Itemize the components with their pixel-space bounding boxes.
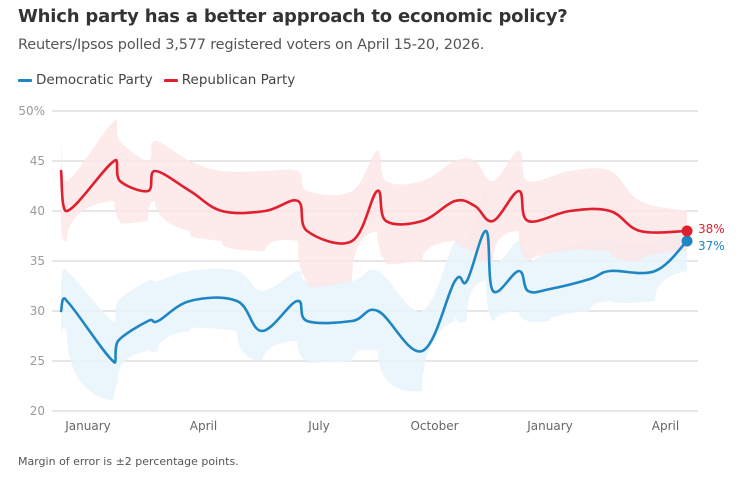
end-markers: 37%38% xyxy=(681,222,725,253)
x-tick-label: April xyxy=(190,419,217,433)
end-label-republican: 38% xyxy=(698,222,725,236)
confidence-band-republican xyxy=(61,119,688,288)
legend-swatch-democratic xyxy=(18,78,32,82)
footnote: Margin of error is ±2 percentage points. xyxy=(18,455,239,468)
legend: Democratic Party Republican Party xyxy=(18,72,306,88)
x-tick-label: January xyxy=(64,419,111,433)
series-lines xyxy=(59,158,689,364)
series-line-democratic xyxy=(59,229,689,364)
confidence-band-democratic xyxy=(61,190,688,404)
legend-label-democratic: Democratic Party xyxy=(36,72,153,88)
y-tick-label: 20 xyxy=(30,404,45,418)
x-tick-label: July xyxy=(307,419,330,433)
chart-subtitle: Reuters/Ipsos polled 3,577 registered vo… xyxy=(18,37,485,53)
chart-title: Which party has a better approach to eco… xyxy=(18,6,568,27)
confidence-bands xyxy=(61,119,688,404)
x-tick-label: April xyxy=(652,419,679,433)
y-tick-label: 40 xyxy=(30,204,45,218)
y-tick-label: 35 xyxy=(30,254,45,268)
x-tick-label: January xyxy=(526,419,573,433)
x-tick-label: October xyxy=(410,419,458,433)
y-tick-label: 30 xyxy=(30,304,45,318)
end-marker-republican[interactable] xyxy=(681,225,693,237)
legend-item-democratic[interactable]: Democratic Party xyxy=(18,72,153,88)
legend-swatch-republican xyxy=(163,78,178,82)
series-line-republican xyxy=(59,158,689,245)
x-axis-labels: January April July October January April xyxy=(64,419,679,433)
end-label-democratic: 37% xyxy=(698,239,725,253)
y-tick-label: 50% xyxy=(18,104,45,118)
y-tick-label: 45 xyxy=(30,154,45,168)
legend-item-republican[interactable]: Republican Party xyxy=(163,72,296,88)
legend-label-republican: Republican Party xyxy=(181,72,296,88)
y-axis-labels: 50% 45 40 35 30 25 20 xyxy=(18,104,45,418)
y-tick-label: 25 xyxy=(30,354,45,368)
end-marker-democratic[interactable] xyxy=(681,235,693,247)
